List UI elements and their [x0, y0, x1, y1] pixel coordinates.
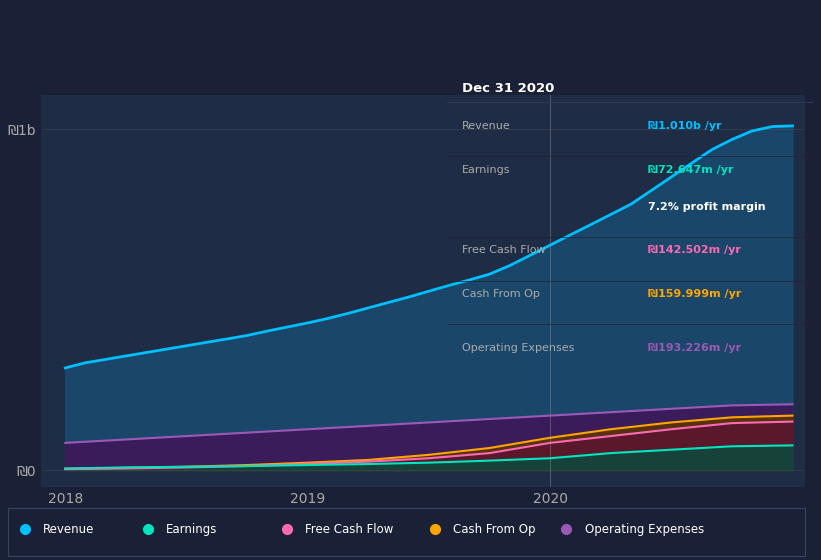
- Text: 7.2% profit margin: 7.2% profit margin: [649, 202, 766, 212]
- Text: ₪193.226m /yr: ₪193.226m /yr: [649, 343, 741, 353]
- Text: Free Cash Flow: Free Cash Flow: [462, 245, 546, 255]
- Text: Revenue: Revenue: [43, 522, 94, 536]
- Text: ₪159.999m /yr: ₪159.999m /yr: [649, 289, 741, 299]
- Text: Revenue: Revenue: [462, 121, 511, 131]
- Text: Cash From Op: Cash From Op: [462, 289, 540, 299]
- Text: Operating Expenses: Operating Expenses: [585, 522, 704, 536]
- Text: ₪142.502m /yr: ₪142.502m /yr: [649, 245, 741, 255]
- Text: Free Cash Flow: Free Cash Flow: [305, 522, 394, 536]
- Text: ₪1.010b /yr: ₪1.010b /yr: [649, 121, 722, 131]
- Text: Earnings: Earnings: [166, 522, 218, 536]
- Text: ₪72.647m /yr: ₪72.647m /yr: [649, 165, 734, 175]
- Text: Cash From Op: Cash From Op: [453, 522, 535, 536]
- Text: Earnings: Earnings: [462, 165, 511, 175]
- Text: Dec 31 2020: Dec 31 2020: [462, 82, 554, 95]
- Text: Operating Expenses: Operating Expenses: [462, 343, 575, 353]
